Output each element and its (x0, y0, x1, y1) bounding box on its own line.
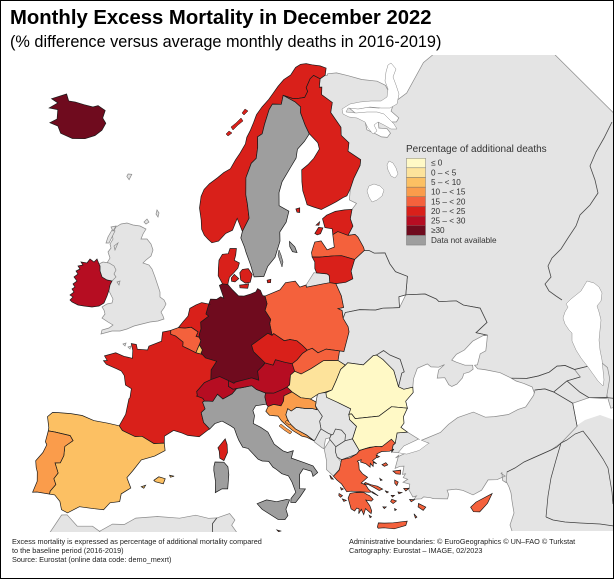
svg-text:≥30: ≥30 (431, 226, 445, 235)
svg-text:Data not available: Data not available (431, 236, 497, 245)
svg-text:25 – < 30: 25 – < 30 (431, 217, 466, 226)
svg-text:≤ 0: ≤ 0 (431, 159, 443, 168)
svg-text:0 – < 5: 0 – < 5 (431, 168, 457, 177)
svg-text:20 – < 25: 20 – < 25 (431, 207, 466, 216)
svg-text:Percentage of additional death: Percentage of additional deaths (406, 144, 547, 155)
svg-text:5 – < 10: 5 – < 10 (431, 178, 461, 187)
svg-text:15 – < 20: 15 – < 20 (431, 197, 466, 206)
svg-text:10 – < 15: 10 – < 15 (431, 188, 466, 197)
